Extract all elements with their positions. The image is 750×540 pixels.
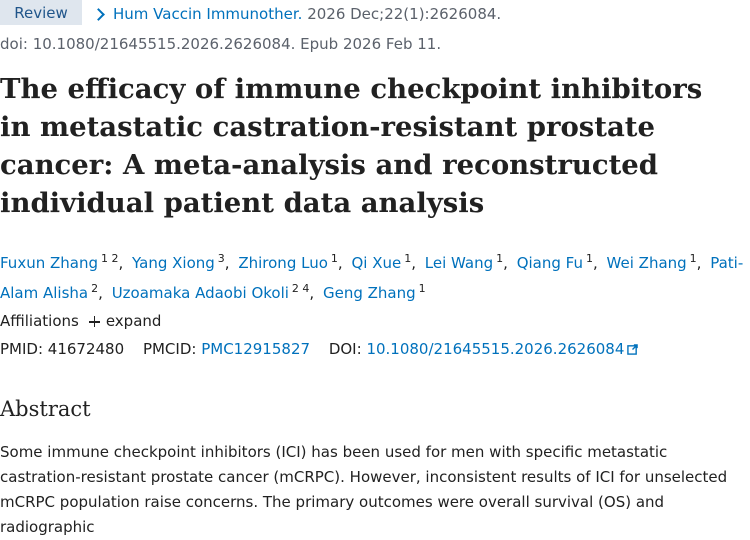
- affiliations-label: Affiliations: [0, 312, 79, 330]
- doi-line: doi: 10.1080/21645515.2026.2626084. Epub…: [0, 35, 442, 53]
- author-affiliation-number[interactable]: 1 2: [100, 252, 119, 265]
- author-name: Lei Wang: [424, 254, 494, 272]
- author-affiliation-number[interactable]: 2 4: [291, 282, 310, 295]
- author-separator: ,: [696, 254, 702, 272]
- author-name: Fuxun Zhang: [0, 254, 98, 272]
- abstract-heading: Abstract: [0, 397, 91, 421]
- pmcid-link[interactable]: PMC12915827: [201, 340, 311, 358]
- expand-label: expand: [105, 312, 162, 330]
- author-name: Pati-Alam Alisha: [0, 254, 744, 302]
- author-link[interactable]: Fuxun Zhang 1 2: [0, 252, 119, 272]
- author-link[interactable]: Pati-Alam Alisha 2: [0, 254, 743, 302]
- citation-line: Hum Vaccin Immunother. 2026 Dec;22(1):26…: [90, 5, 501, 23]
- plus-icon: [88, 316, 100, 327]
- author-link[interactable]: Qiang Fu 1: [516, 252, 593, 272]
- author-name: Geng Zhang: [322, 284, 416, 302]
- author-name: Yang Xiong: [132, 254, 215, 272]
- author-link[interactable]: Geng Zhang 1: [322, 282, 426, 302]
- pmid-value: 41672480: [47, 340, 125, 358]
- author-name: Qi Xue: [351, 254, 402, 272]
- author-separator: ,: [503, 254, 508, 272]
- journal-link[interactable]: Hum Vaccin Immunother.: [113, 5, 303, 23]
- citation-issue: 2026 Dec;22(1):2626084.: [307, 5, 502, 23]
- chevron-right-icon: [92, 7, 105, 21]
- author-affiliation-number[interactable]: 1: [689, 252, 697, 265]
- author-affiliation-number[interactable]: 1: [404, 252, 412, 265]
- author-name: Wei Zhang: [606, 254, 687, 272]
- author-link[interactable]: Wei Zhang 1: [606, 252, 697, 272]
- author-separator: ,: [224, 254, 230, 272]
- author-link[interactable]: Qi Xue 1: [351, 252, 412, 272]
- author-link[interactable]: Yang Xiong 3: [132, 252, 225, 272]
- author-affiliation-number[interactable]: 2: [91, 282, 99, 295]
- author-affiliation-number[interactable]: 1: [418, 282, 426, 295]
- author-separator: ,: [118, 254, 124, 272]
- author-name: Zhirong Luo: [238, 254, 328, 272]
- author-list: Fuxun Zhang 1 2, Yang Xiong 3, Zhirong Luo…: [0, 246, 745, 306]
- author-link[interactable]: Lei Wang 1: [424, 252, 504, 272]
- author-separator: ,: [98, 284, 103, 302]
- author-affiliation-number[interactable]: 3: [217, 252, 225, 265]
- author-affiliation-number[interactable]: 1: [585, 252, 593, 265]
- author-separator: ,: [309, 284, 315, 302]
- author-separator: ,: [592, 254, 598, 272]
- author-name: Qiang Fu: [516, 254, 583, 272]
- doi-link[interactable]: 10.1080/21645515.2026.2626084: [366, 340, 625, 358]
- author-name: Uzoamaka Adaobi Okoli: [111, 284, 289, 302]
- author-link[interactable]: Zhirong Luo 1: [238, 252, 338, 272]
- author-affiliation-number[interactable]: 1: [330, 252, 338, 265]
- author-separator: ,: [411, 254, 416, 272]
- identifiers: PMID: 41672480 PMCID: PMC12915827 DOI: 1…: [0, 340, 639, 358]
- abstract-text: Some immune checkpoint inhibitors (ICI) …: [0, 443, 728, 536]
- author-link[interactable]: Uzoamaka Adaobi Okoli 2 4: [111, 282, 310, 302]
- doi-label: DOI:: [328, 340, 362, 358]
- author-affiliation-number[interactable]: 1: [496, 252, 504, 265]
- external-link-icon[interactable]: [627, 344, 639, 355]
- author-separator: ,: [337, 254, 343, 272]
- pmid-label: PMID:: [0, 340, 44, 358]
- article-title: The efficacy of immune checkpoint inhibi…: [0, 73, 703, 219]
- pmcid-label: PMCID:: [142, 340, 197, 358]
- affiliations-toggle[interactable]: Affiliations expand: [0, 312, 161, 330]
- article-type-badge[interactable]: Review: [0, 0, 82, 25]
